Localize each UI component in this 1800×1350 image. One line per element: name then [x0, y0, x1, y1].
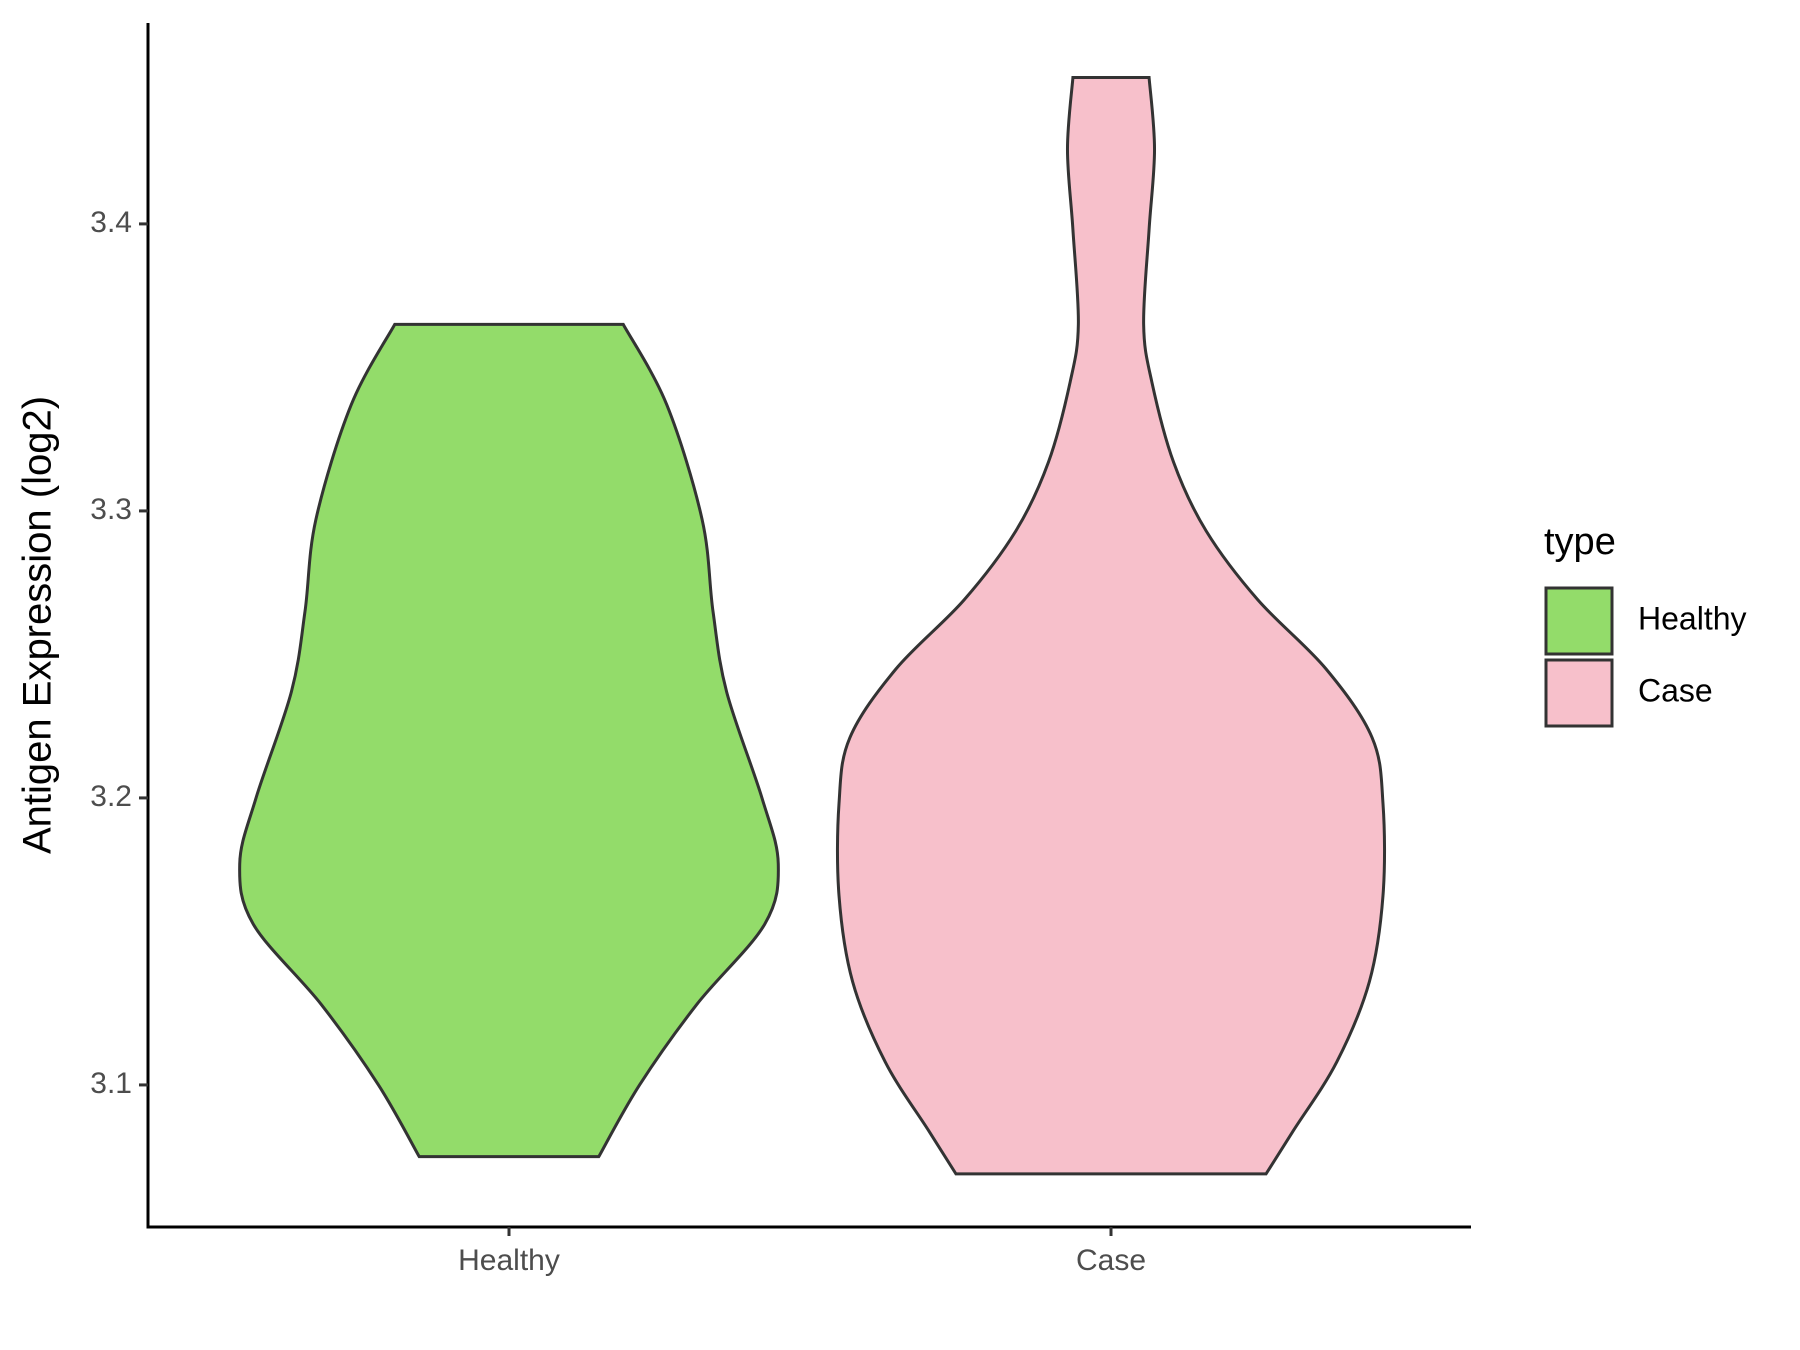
legend-label: Case [1638, 672, 1713, 708]
y-tick-label: 3.1 [90, 1067, 132, 1100]
legend-title: type [1544, 521, 1616, 563]
y-axis-title: Antigen Expression (log2) [16, 396, 60, 854]
violin [835, 76, 1387, 1176]
x-tick-label: Case [1076, 1244, 1146, 1277]
y-tick-label: 3.3 [90, 493, 132, 526]
y-tick-label: 3.4 [90, 206, 132, 239]
x-tick-label: Healthy [458, 1244, 560, 1277]
y-tick-label: 3.2 [90, 780, 132, 813]
violin [238, 322, 780, 1159]
legend-key [1544, 658, 1614, 728]
legend-label: Healthy [1638, 600, 1747, 636]
legend-key [1544, 586, 1614, 656]
